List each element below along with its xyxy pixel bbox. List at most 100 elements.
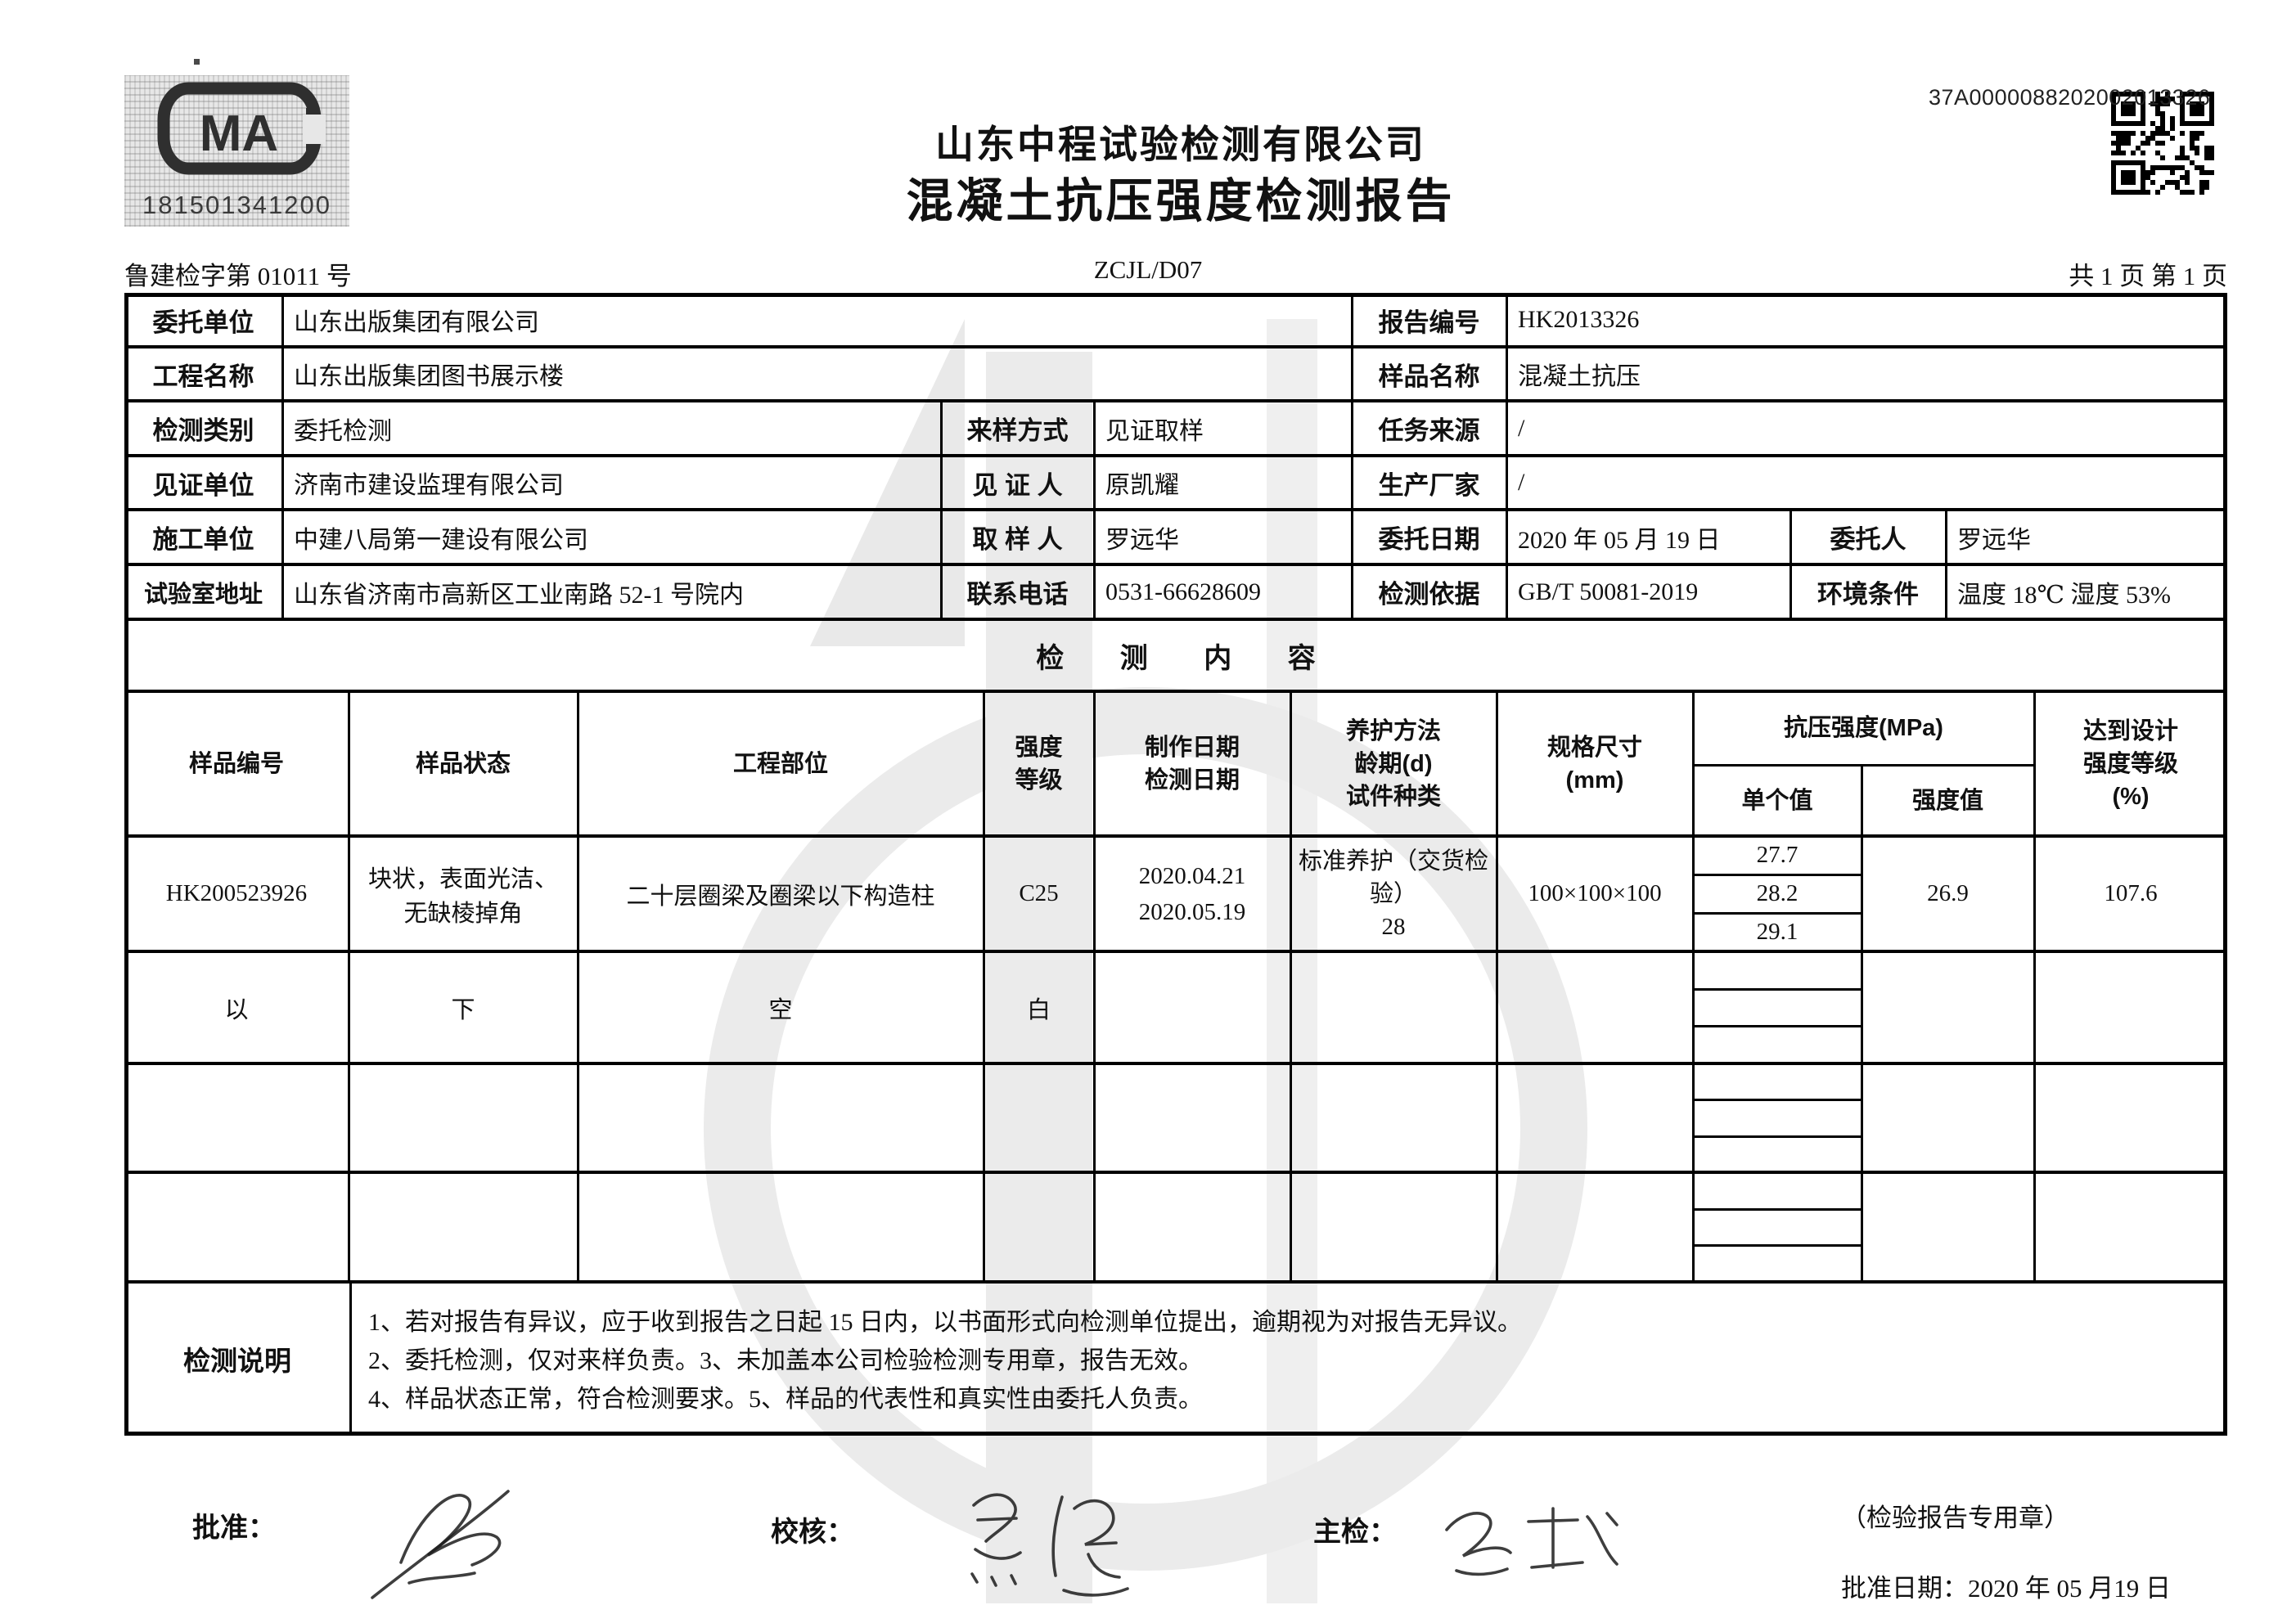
review-label: 校核： <box>771 1517 854 1548</box>
lab-address-value: 山东省济南市高新区工业南路 52-1 号院内 <box>294 581 744 609</box>
environment-value: 温度 18℃ 湿度 53% <box>1957 581 2172 609</box>
report-table <box>124 293 2227 1436</box>
grid-line <box>1495 691 1498 1282</box>
grid-line <box>1693 1207 1862 1211</box>
environment-label: 环境条件 <box>1817 580 1919 609</box>
col-header-make-date: 制作日期 检测日期 <box>1144 734 1240 794</box>
grid-line <box>124 618 2227 621</box>
chief-signature <box>1445 1507 1618 1576</box>
project-name-value: 山东出版集团图书展示楼 <box>294 363 564 390</box>
grid-line <box>1092 691 1096 1282</box>
notes-label: 检测说明 <box>183 1346 291 1376</box>
grid-line <box>1693 1024 1862 1027</box>
note-line-2: 2、委托检测，仅对来样负责。3、未加盖本公司检验检测专用章，报告无效。 <box>368 1347 1203 1374</box>
construction-unit-value: 中建八局第一建设有限公司 <box>294 526 588 554</box>
grid-line <box>1693 1135 1862 1138</box>
report-no-value: HK2013326 <box>1518 306 1640 333</box>
row1-curing: 标准养护（交货检验） 28 <box>1290 836 1497 951</box>
sample-name-label: 样品名称 <box>1378 362 1480 391</box>
row1-curing-age: 28 <box>1381 913 1406 940</box>
col-header-size: 规格尺寸 (mm) <box>1546 734 1642 794</box>
entrust-date-value: 2020 年 05 月 19 日 <box>1518 526 1721 554</box>
lab-address-label: 试验室地址 <box>143 581 263 608</box>
row1-single-value-1: 27.7 <box>1756 842 1799 868</box>
test-type-value: 委托检测 <box>294 417 392 445</box>
chief-label: 主检： <box>1313 1517 1397 1548</box>
grid-line <box>1789 510 1792 619</box>
row1-design-percent: 107.6 <box>2104 880 2158 906</box>
grid-line <box>1693 911 1862 915</box>
row1-single-value-3: 29.1 <box>1756 919 1799 945</box>
notes-text: 1、若对报告有异议，应于收到报告之日起 15 日内，以书面形式向检测单位提出，逾… <box>368 1282 2222 1436</box>
col-header-design-grade: 达到设计 强度等级 (%) <box>2082 717 2178 810</box>
grid-line <box>124 1062 2227 1065</box>
row1-strength-grade: C25 <box>1019 880 1059 906</box>
grid-line <box>1092 401 1096 619</box>
grid-line <box>281 293 284 619</box>
grid-line <box>1350 293 1353 619</box>
grid-line <box>1289 691 1292 1282</box>
grid-line <box>1691 691 1695 1282</box>
note-line-1: 1、若对报告有异议，应于收到报告之日起 15 日内，以书面形式向检测单位提出，逾… <box>368 1309 1522 1336</box>
manufacturer-value: / <box>1518 469 1525 496</box>
entrust-date-label: 委托日期 <box>1378 525 1480 554</box>
grid-line <box>2033 691 2036 1282</box>
doc-code: ZCJL/D07 <box>1093 255 1203 284</box>
report-no-label: 报告编号 <box>1378 308 1480 337</box>
grid-line <box>124 508 2227 511</box>
test-type-label: 检测类别 <box>152 416 254 445</box>
note-line-3: 4、样品状态正常，符合检测要求。5、样品的代表性和真实性由委托人负责。 <box>368 1386 1203 1413</box>
row1-project-part: 二十层圈梁及圈梁以下构造柱 <box>626 883 935 910</box>
qr-code <box>2111 92 2214 195</box>
contact-phone-value: 0531-66628609 <box>1105 578 1261 605</box>
grid-line <box>124 563 2227 566</box>
col-header-project-part: 工程部位 <box>732 750 828 777</box>
cma-certificate-number: 181501341200 <box>142 191 331 219</box>
grid-line <box>576 691 579 1282</box>
grid-line <box>1860 765 1863 1282</box>
sampling-method-label: 来样方式 <box>966 416 1069 445</box>
entrust-person-value: 罗远华 <box>1957 526 2031 554</box>
approve-label: 批准： <box>192 1513 276 1544</box>
report-serial-number: 37A0000088202002013326 <box>1929 85 2211 110</box>
grid-line <box>347 691 350 1282</box>
grid-line <box>1693 1098 1862 1101</box>
col-header-compressive-strength: 抗压强度(MPa) <box>1784 715 1943 741</box>
manufacturer-label: 生产厂家 <box>1378 470 1480 500</box>
witness-unit-label: 见证单位 <box>152 470 254 500</box>
seal-note: （检验报告专用章） <box>1841 1504 2069 1532</box>
construction-unit-label: 施工单位 <box>152 525 254 554</box>
task-source-value: / <box>1518 414 1525 442</box>
witness-unit-value: 济南市建设监理有限公司 <box>294 472 564 499</box>
section-title-test-content: 检 测 内 容 <box>1036 643 1340 674</box>
grid-line <box>1693 1243 1862 1247</box>
grid-line <box>1693 987 1862 991</box>
grid-line <box>124 950 2227 953</box>
grid-line <box>124 1171 2227 1174</box>
row2-blank-marker-3: 空 <box>768 996 793 1023</box>
row1-sample-no: HK200523926 <box>165 880 308 906</box>
grid-line <box>1693 873 1862 876</box>
grid-line <box>124 345 2227 348</box>
grid-line <box>1505 293 1508 619</box>
grid-line <box>124 1280 2227 1284</box>
sampler-label: 取 样 人 <box>972 525 1063 554</box>
sampling-method-value: 见证取样 <box>1105 417 1204 445</box>
col-header-curing: 养护方法 龄期(d) 试件种类 <box>1345 717 1441 810</box>
sample-name-value: 混凝土抗压 <box>1518 363 1641 390</box>
col-header-sample-state: 样品状态 <box>415 750 511 777</box>
grid-line <box>1944 510 1947 619</box>
grid-line <box>939 401 943 619</box>
project-name-label: 工程名称 <box>152 362 254 391</box>
contact-phone-label: 联系电话 <box>966 580 1069 609</box>
report-title: 混凝土抗压强度检测报告 <box>906 175 1456 227</box>
witness-person-value: 原凯耀 <box>1105 472 1179 499</box>
approve-date: 批准日期：2020 年 05 月19 日 <box>1841 1574 2171 1603</box>
entrust-unit-value: 山东出版集团有限公司 <box>294 309 539 336</box>
grid-line <box>982 691 985 1282</box>
grid-line <box>349 1282 352 1436</box>
test-basis-value: GB/T 50081-2019 <box>1518 578 1699 605</box>
task-source-label: 任务来源 <box>1378 416 1480 445</box>
